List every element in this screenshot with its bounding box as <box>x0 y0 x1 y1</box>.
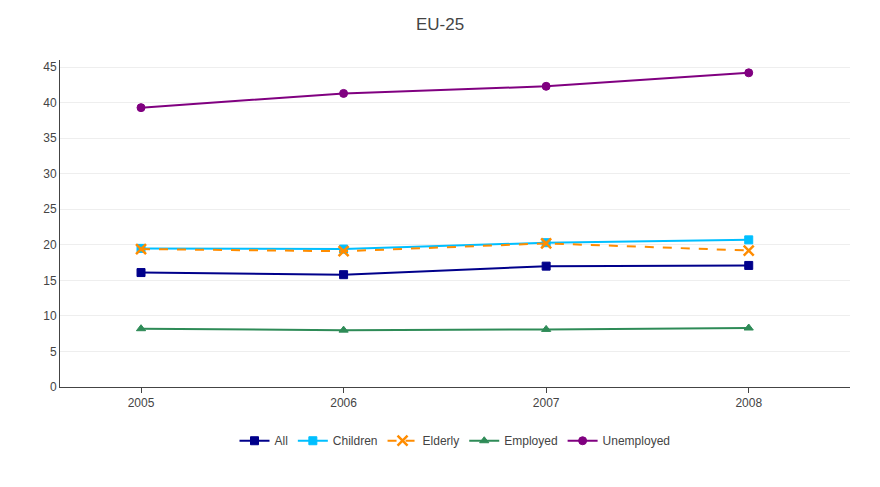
svg-text:10: 10 <box>43 309 57 323</box>
svg-text:30: 30 <box>43 167 57 181</box>
svg-text:Unemployed: Unemployed <box>603 434 670 448</box>
svg-text:Elderly: Elderly <box>423 434 460 448</box>
svg-text:45: 45 <box>43 60 57 74</box>
svg-text:5: 5 <box>50 345 57 359</box>
svg-text:All: All <box>275 434 288 448</box>
svg-text:Employed: Employed <box>504 434 557 448</box>
svg-text:25: 25 <box>43 202 57 216</box>
svg-text:40: 40 <box>43 96 57 110</box>
svg-text:2005: 2005 <box>128 396 155 410</box>
svg-text:0: 0 <box>50 380 57 394</box>
svg-text:2007: 2007 <box>533 396 560 410</box>
svg-text:35: 35 <box>43 131 57 145</box>
svg-text:EU-25: EU-25 <box>416 15 464 34</box>
svg-text:Children: Children <box>333 434 378 448</box>
svg-text:20: 20 <box>43 238 57 252</box>
svg-text:2008: 2008 <box>735 396 762 410</box>
svg-text:2006: 2006 <box>330 396 357 410</box>
svg-text:15: 15 <box>43 274 57 288</box>
